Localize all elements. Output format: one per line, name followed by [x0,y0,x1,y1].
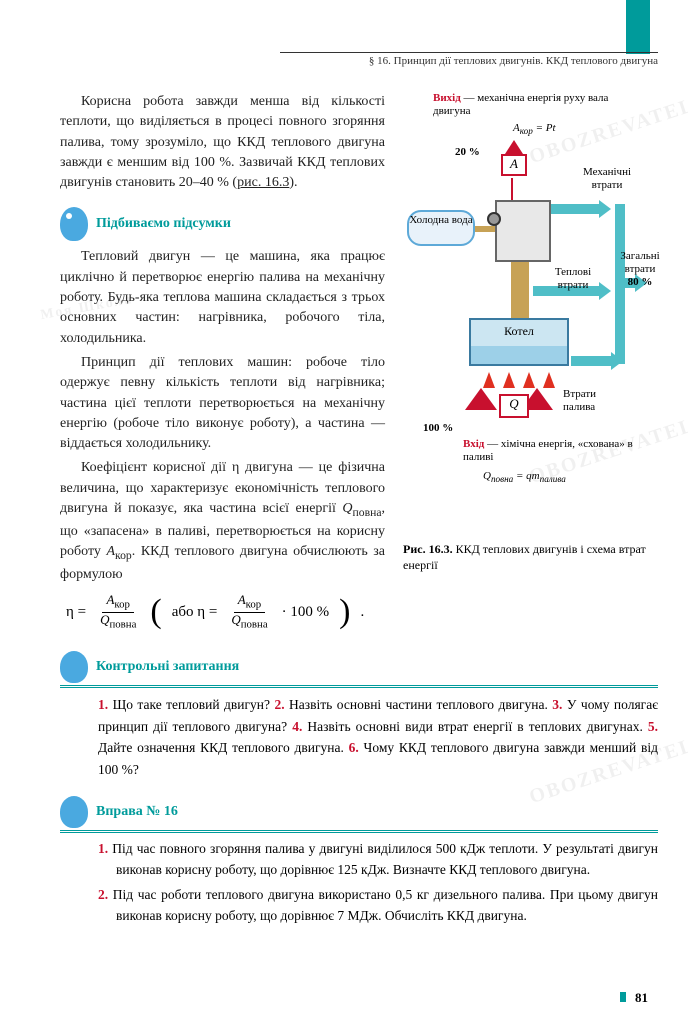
q-num: 4. [292,719,302,734]
page-num-value: 81 [635,990,648,1005]
arrow-up-icon [465,388,497,410]
exercise-item-1: 1. Під час повного згоряння палива у дви… [60,839,658,881]
figure-ref-link[interactable]: рис. 16.3 [237,175,289,190]
q-num: 1. [98,697,108,712]
right-column: Вихід — механічна енергія руху вала двиг… [403,92,658,635]
questions-heading: Контрольні запитання [60,651,658,688]
flame-icon [503,372,515,388]
mascot-icon [60,207,88,241]
boiler-label: Котел [504,324,534,338]
text: ). [289,175,297,190]
flame-icon [523,372,535,388]
pipe [475,226,495,232]
pipe-vertical [511,262,529,318]
paren-close: ) [339,600,350,624]
ex-text: Під час роботи теплового двигуна викорис… [108,887,658,923]
boiler-box: Котел [469,318,569,366]
q-box: Q [499,394,529,418]
input-label: Вхід [463,438,484,450]
ex-text: Під час повного згоряння палива у двигун… [108,841,658,877]
summary-title: Підбиваємо підсумки [96,216,231,232]
figure-16-3: Вихід — механічна енергія руху вала двиг… [403,92,658,534]
summary-p1: Тепловий двигун — це машина, яка працює … [60,247,385,348]
cold-water-box: Холодна вода [407,210,475,246]
text: Коефіцієнт корисної дії η двигу­на — це … [60,460,385,516]
q-text: Що таке тепловий двигун? [108,697,274,712]
section-title: § 16. Принцип дії теплових двигунів. ККД… [369,55,658,67]
exercise-title: Вправа № 16 [96,804,178,820]
flame-icon [483,372,495,388]
mascot-icon [60,796,88,828]
q-text: Назвіть основні види втрат енергії в теп… [302,719,648,734]
page-number: 81 [620,990,648,1006]
q-num: 3. [552,697,562,712]
input-text: — хімічна енергія, «схована» в паливі [463,438,633,463]
heat-loss-label: Теплові втрати [543,266,603,292]
exercise-item-2: 2. Під час роботи теплового двигуна вико… [60,885,658,927]
ex-num: 2. [98,887,108,902]
sub: кор [115,549,132,562]
output-label: Вихід [433,92,461,104]
fraction-alt: Aкор Qповна [227,593,271,631]
alt-text: або η = [172,604,218,621]
dot: . [360,604,364,621]
eta-eq: η = [66,604,86,621]
var-a: A [106,544,115,559]
paren-open: ( [150,600,161,624]
a-box: A [501,154,527,176]
left-column: Корисна робота завжди менша від кількост… [60,92,385,635]
exercise-heading: Вправа № 16 [60,796,658,833]
pct-80: 80 % [628,276,653,288]
pct-20: 20 % [455,146,480,159]
formula: η = Aкор Qповна ( або η = Aкор Qповна · … [66,593,385,631]
arrow-right-icon [571,356,611,366]
intro-paragraph: Корисна робота завжди менша від кількост… [60,92,385,193]
questions-title: Контрольні запитання [96,659,239,675]
arrow-up-icon [505,140,523,154]
figure-caption: Рис. 16.3. ККД теплових двигунів і схема… [403,542,658,573]
mascot-icon [60,651,88,683]
flywheel-icon [487,212,501,226]
fraction: Aкор Qповна [96,593,140,631]
summary-heading: Підбиваємо підсумки [60,207,385,241]
running-header: § 16. Принцип дії теплових двигунів. ККД… [280,52,658,67]
sub: повна [353,506,382,519]
pct-100: 100 % [423,422,453,435]
page-body: Корисна робота завжди менша від кількост… [60,92,658,931]
text: Корисна робота завжди менша від кількост… [60,94,385,190]
q-num: 6. [349,740,359,755]
section-tab [626,0,650,54]
cold-water-label: Холодна вода [409,214,472,226]
caption-num: Рис. 16.3. [403,542,453,556]
q-num: 2. [274,697,284,712]
mechanism-box [495,200,551,262]
fuel-loss-label: Втрати палива [563,388,623,414]
pct: · 100 % [282,604,330,621]
flame-icon [543,372,555,388]
mech-loss-label: Меха­нічні втрати [577,166,637,192]
summary-p3: Коефіцієнт корисної дії η двигу­на — це … [60,458,385,585]
total-loss-label: За­гальні втрати 80 % [617,250,663,290]
q-num: 5. [648,719,658,734]
q-text: Назвіть основні частини теплового двигун… [285,697,553,712]
questions-block: 1. Що таке тепловий двигун? 2. Назвіть о… [60,694,658,780]
var-q: Q [342,501,352,516]
summary-p2: Принцип дії теплових машин: ро­боче тіло… [60,353,385,454]
arrow-right-icon [551,204,599,214]
q-text: Дайте означення ККД теплового двигуна. [98,740,349,755]
ex-num: 1. [98,841,108,856]
red-line [511,178,513,202]
